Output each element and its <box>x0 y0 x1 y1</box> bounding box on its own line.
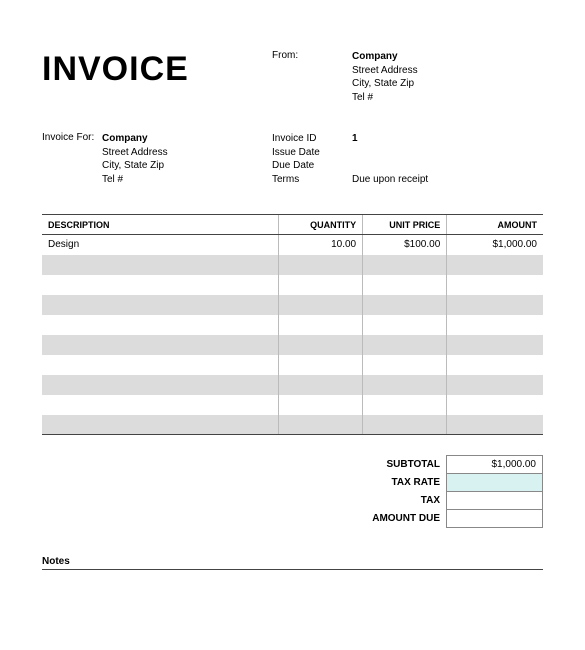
from-address: Company Street Address City, State Zip T… <box>352 50 418 104</box>
invoice-title: INVOICE <box>42 50 272 104</box>
cell-amount[interactable] <box>447 315 543 335</box>
cell-quantity[interactable] <box>278 315 362 335</box>
table-row <box>42 375 543 395</box>
cell-description[interactable] <box>42 295 278 315</box>
bill-to-block: Invoice For: Company Street Address City… <box>42 132 272 186</box>
due-date-value <box>352 159 428 173</box>
meta-values: 1 Due upon receipt <box>352 132 428 186</box>
cell-description[interactable]: Design <box>42 235 278 255</box>
meta-labels: Invoice ID Issue Date Due Date Terms <box>272 132 352 186</box>
tax-value <box>447 492 543 510</box>
col-unit-price: UNIT PRICE <box>363 215 447 235</box>
col-description: DESCRIPTION <box>42 215 278 235</box>
from-tel: Tel # <box>352 91 418 105</box>
cell-amount[interactable]: $1,000.00 <box>447 235 543 255</box>
table-header-row: DESCRIPTION QUANTITY UNIT PRICE AMOUNT <box>42 215 543 235</box>
subtotal-value: $1,000.00 <box>447 456 543 474</box>
invoice-meta: Invoice ID Issue Date Due Date Terms 1 D… <box>272 132 428 186</box>
cell-amount[interactable] <box>447 395 543 415</box>
cell-quantity[interactable] <box>278 355 362 375</box>
cell-description[interactable] <box>42 315 278 335</box>
cell-description[interactable] <box>42 275 278 295</box>
amountdue-value <box>447 510 543 528</box>
cell-unit_price[interactable] <box>363 335 447 355</box>
cell-amount[interactable] <box>447 275 543 295</box>
taxrate-row: TAX RATE <box>347 474 543 492</box>
from-block: From: Company Street Address City, State… <box>272 50 418 104</box>
table-row <box>42 395 543 415</box>
cell-quantity[interactable] <box>278 275 362 295</box>
cell-unit_price[interactable] <box>363 375 447 395</box>
cell-amount[interactable] <box>447 355 543 375</box>
tax-row: TAX <box>347 492 543 510</box>
cell-unit_price[interactable] <box>363 295 447 315</box>
invoice-header: INVOICE From: Company Street Address Cit… <box>42 50 543 104</box>
bill-to-label: Invoice For: <box>42 132 102 186</box>
terms-value: Due upon receipt <box>352 173 428 187</box>
from-street: Street Address <box>352 64 418 78</box>
cell-description[interactable] <box>42 395 278 415</box>
cell-unit_price[interactable] <box>363 355 447 375</box>
cell-unit_price[interactable]: $100.00 <box>363 235 447 255</box>
cell-amount[interactable] <box>447 295 543 315</box>
cell-description[interactable] <box>42 375 278 395</box>
meta-row: Invoice For: Company Street Address City… <box>42 132 543 186</box>
table-row <box>42 355 543 375</box>
cell-unit_price[interactable] <box>363 395 447 415</box>
taxrate-value[interactable] <box>447 474 543 492</box>
from-label: From: <box>272 50 352 104</box>
cell-amount[interactable] <box>447 255 543 275</box>
issue-date-value <box>352 146 428 160</box>
from-company: Company <box>352 50 418 64</box>
cell-description[interactable] <box>42 255 278 275</box>
invoice-id-label: Invoice ID <box>272 132 352 146</box>
cell-quantity[interactable] <box>278 335 362 355</box>
table-row: Design10.00$100.00$1,000.00 <box>42 235 543 255</box>
bill-to-citystate: City, State Zip <box>102 159 168 173</box>
subtotal-row: SUBTOTAL $1,000.00 <box>347 456 543 474</box>
col-quantity: QUANTITY <box>278 215 362 235</box>
cell-amount[interactable] <box>447 375 543 395</box>
line-items-table: DESCRIPTION QUANTITY UNIT PRICE AMOUNT D… <box>42 214 543 435</box>
cell-quantity[interactable] <box>278 395 362 415</box>
cell-unit_price[interactable] <box>363 315 447 335</box>
amountdue-label: AMOUNT DUE <box>347 510 447 528</box>
cell-description[interactable] <box>42 415 278 435</box>
from-citystate: City, State Zip <box>352 77 418 91</box>
totals-table: SUBTOTAL $1,000.00 TAX RATE TAX AMOUNT D… <box>347 455 544 528</box>
cell-unit_price[interactable] <box>363 415 447 435</box>
cell-quantity[interactable] <box>278 255 362 275</box>
col-amount: AMOUNT <box>447 215 543 235</box>
table-row <box>42 415 543 435</box>
invoice-id-value: 1 <box>352 132 428 146</box>
bill-to-company: Company <box>102 132 168 146</box>
subtotal-label: SUBTOTAL <box>347 456 447 474</box>
taxrate-label: TAX RATE <box>347 474 447 492</box>
totals-block: SUBTOTAL $1,000.00 TAX RATE TAX AMOUNT D… <box>42 455 543 528</box>
cell-description[interactable] <box>42 355 278 375</box>
bill-to-address: Company Street Address City, State Zip T… <box>102 132 168 186</box>
cell-quantity[interactable] <box>278 415 362 435</box>
table-row <box>42 295 543 315</box>
table-row <box>42 255 543 275</box>
table-row <box>42 315 543 335</box>
bill-to-street: Street Address <box>102 146 168 160</box>
due-date-label: Due Date <box>272 159 352 173</box>
terms-label: Terms <box>272 173 352 187</box>
tax-label: TAX <box>347 492 447 510</box>
amountdue-row: AMOUNT DUE <box>347 510 543 528</box>
cell-amount[interactable] <box>447 335 543 355</box>
cell-unit_price[interactable] <box>363 275 447 295</box>
cell-quantity[interactable]: 10.00 <box>278 235 362 255</box>
table-row <box>42 335 543 355</box>
cell-description[interactable] <box>42 335 278 355</box>
bill-to-tel: Tel # <box>102 173 168 187</box>
table-row <box>42 275 543 295</box>
issue-date-label: Issue Date <box>272 146 352 160</box>
cell-unit_price[interactable] <box>363 255 447 275</box>
cell-quantity[interactable] <box>278 375 362 395</box>
cell-quantity[interactable] <box>278 295 362 315</box>
notes-label: Notes <box>42 556 543 570</box>
cell-amount[interactable] <box>447 415 543 435</box>
